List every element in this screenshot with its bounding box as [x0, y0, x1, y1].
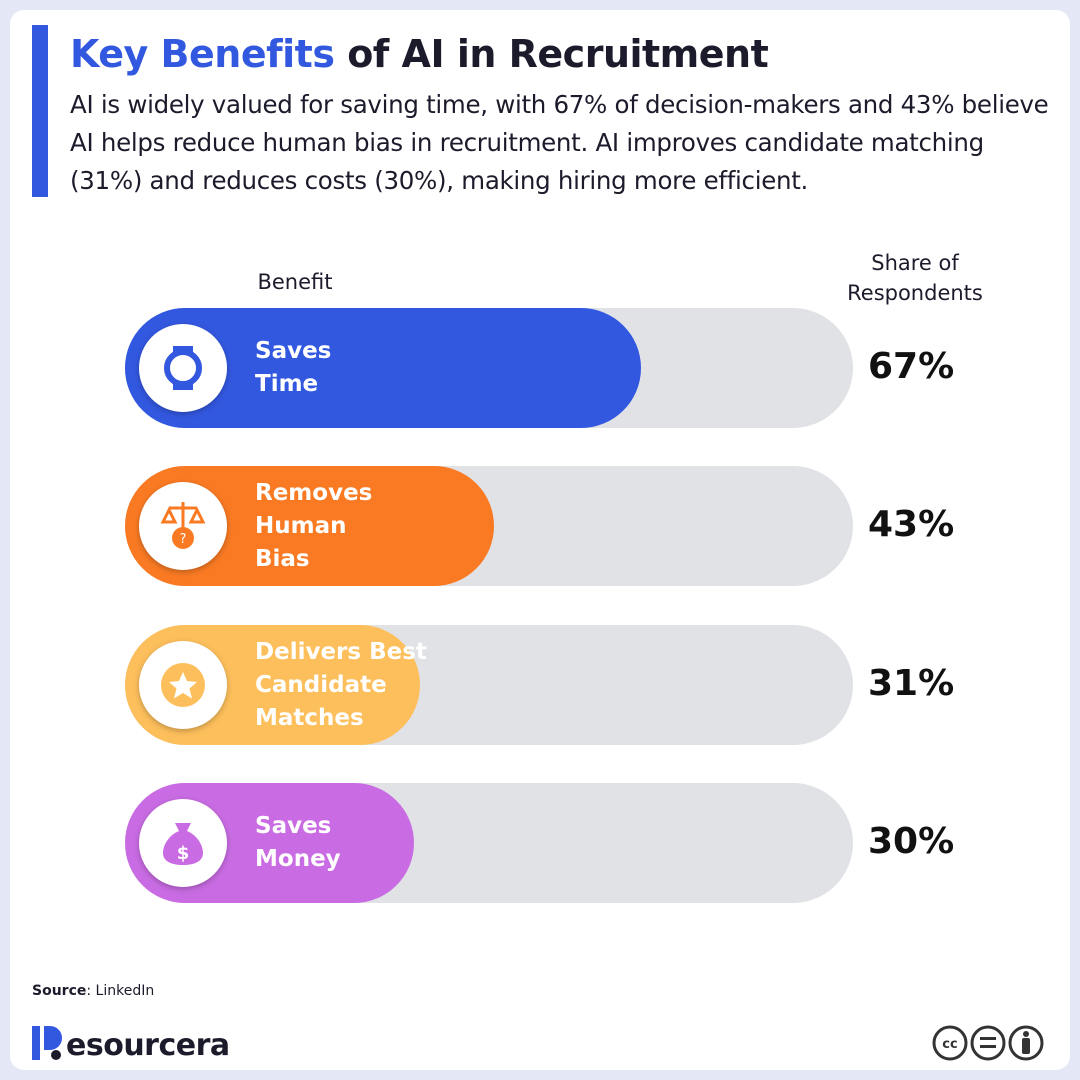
- category-label: Saves Time: [255, 338, 332, 397]
- value-label: 67%: [868, 346, 955, 387]
- icon-glyph: $: [163, 823, 203, 865]
- title: Key Benefits of AI in Recruitment: [70, 32, 769, 76]
- icon-glyph: ?: [160, 502, 206, 549]
- value-label: 43%: [868, 504, 955, 545]
- brand-logo: [32, 1026, 62, 1060]
- svg-text:cc: cc: [942, 1037, 957, 1052]
- accent-bar: [32, 25, 48, 197]
- icon-glyph: [164, 346, 202, 390]
- value-header: Share of Respondents: [847, 251, 983, 305]
- svg-text:$: $: [177, 843, 190, 864]
- card: Key Benefits of AI in Recruitment AI is …: [10, 10, 1070, 1070]
- title-highlight: Key Benefits: [70, 32, 335, 76]
- title-rest: of AI in Recruitment: [347, 32, 769, 76]
- source-label: Source: [32, 983, 87, 999]
- category-header: Benefit: [257, 270, 333, 294]
- subtitle: AI is widely valued for saving time, wit…: [70, 90, 1049, 195]
- value-label: 31%: [868, 663, 955, 704]
- value-label: 30%: [868, 821, 955, 862]
- source-name: LinkedIn: [95, 983, 155, 999]
- category-label: Saves Money: [255, 813, 341, 872]
- icon-glyph: [161, 663, 205, 707]
- icon: ?: [139, 482, 227, 570]
- icon: $: [139, 799, 227, 887]
- icon: [139, 641, 227, 729]
- icon: [139, 324, 227, 412]
- category-label: Delivers Best Candidate Matches: [255, 638, 427, 731]
- svg-text:?: ?: [180, 532, 187, 547]
- brand-name: esourcera: [66, 1028, 230, 1063]
- source: Source: LinkedIn: [32, 983, 155, 999]
- category-label: Removes Human Bias: [255, 479, 373, 572]
- license-icons: cc: [932, 1025, 1044, 1061]
